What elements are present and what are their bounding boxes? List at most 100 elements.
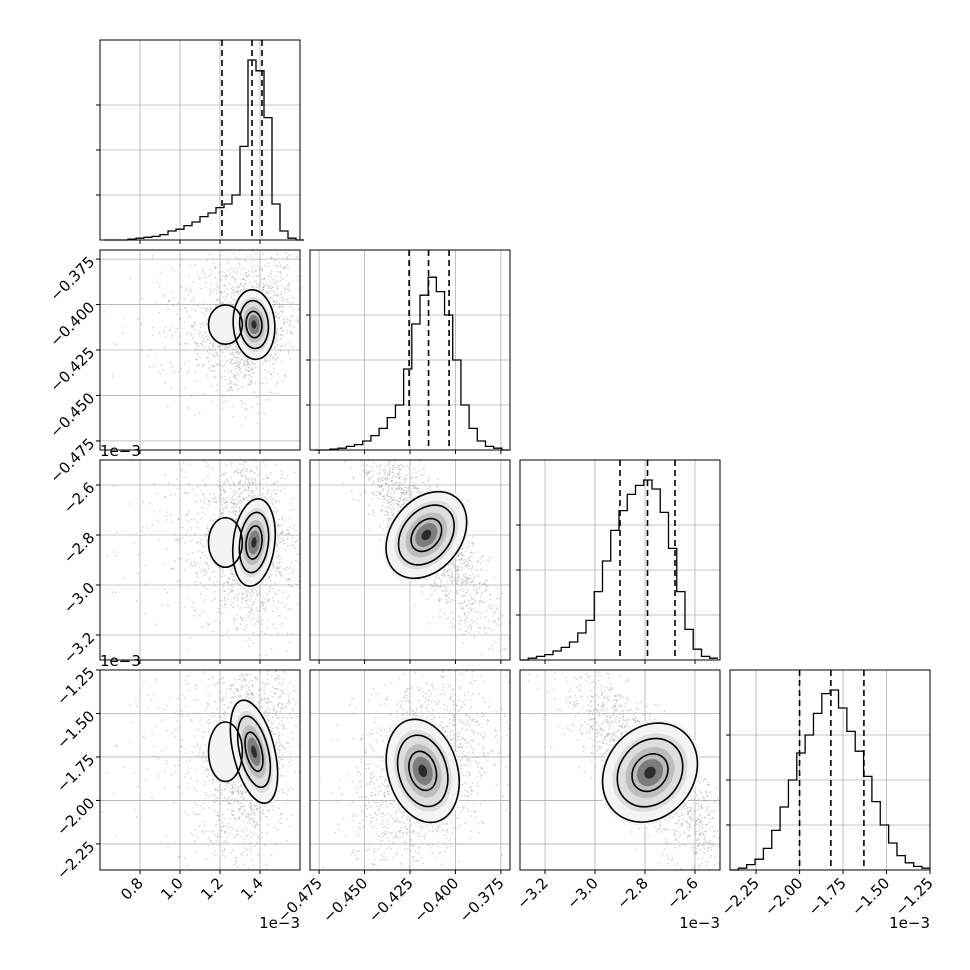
sample-point [266,477,269,479]
sample-point [206,356,209,359]
sample-point [245,606,247,609]
sample-point [282,321,285,324]
sample-point [203,273,206,276]
sample-point [432,585,434,588]
sample-point [205,464,208,467]
sample-point [216,283,218,286]
sample-point [234,470,236,473]
sample-point [255,488,258,490]
sample-point [386,483,389,486]
sample-point [243,359,246,362]
sample-point [237,599,239,602]
sample-point [469,593,471,595]
sample-point [227,582,230,585]
sample-point [277,270,280,273]
sample-point [176,327,179,330]
sample-point [273,257,275,260]
sample-point [373,461,375,464]
sample-point [471,598,473,601]
sample-point [249,606,252,609]
sample-point [243,364,246,367]
sample-point [220,493,223,496]
sample-point [422,474,425,476]
sample-point [277,339,279,342]
sample-point [242,278,245,281]
sample-point [469,559,472,562]
sample-point [239,487,242,490]
sample-point [252,617,255,620]
sample-point [426,597,429,600]
sample-point [285,374,287,377]
sample-point [297,321,299,324]
sample-point [279,743,282,746]
sample-point [279,327,282,329]
sample-point [207,500,210,502]
sample-point [384,478,386,480]
sample-point [209,348,211,350]
sample-point [283,321,286,324]
sample-point [197,345,200,348]
sample-point [174,770,177,773]
sample-point [233,621,235,624]
sample-point [188,510,191,513]
sample-point [381,457,383,459]
sample-point [382,495,385,497]
sample-point [455,589,458,592]
sample-point [200,539,202,542]
sample-point [281,622,283,625]
sample-point [269,359,271,362]
sample-point [398,473,400,476]
sample-point [387,514,390,516]
sample-point [158,311,161,314]
sample-point [223,375,226,378]
sample-point [397,465,400,468]
sample-point [376,490,378,493]
sample-point [219,360,222,362]
sample-point [380,477,383,480]
sample-point [383,477,386,480]
sample-point [245,591,248,593]
sample-point [194,342,197,344]
sample-point [194,328,197,331]
sample-point [140,349,143,352]
sample-point [210,349,213,351]
sample-point [289,509,291,512]
sample-point [288,284,290,286]
sample-point [401,492,404,494]
sample-point [400,487,403,490]
sample-point [212,584,215,587]
sample-point [205,793,208,796]
sample-point [474,609,476,612]
sample-point [291,315,294,317]
sample-point [457,555,460,557]
sample-point [262,286,265,289]
sample-point [460,558,463,560]
sample-point [370,465,373,468]
sample-point [263,412,266,415]
sample-point [452,625,455,628]
sample-point [458,589,461,592]
sample-point [230,464,232,467]
sample-point [267,598,270,600]
sample-point [386,500,388,502]
sample-point [206,533,208,536]
sample-point [279,327,282,330]
sample-point [181,526,184,529]
sample-point [140,323,142,326]
sample-point [373,493,375,496]
sample-point [381,509,384,512]
sample-point [188,274,191,277]
sample-point [388,519,391,521]
sample-point [246,623,248,626]
sample-point [287,608,290,610]
sample-point [195,584,198,586]
sample-point [216,289,219,292]
sample-point [384,497,387,500]
sample-point [190,527,192,529]
sample-point [200,342,203,345]
sample-point [289,306,292,309]
sample-point [485,631,487,634]
sample-point [237,374,240,376]
sample-point [212,365,215,368]
sample-point [262,604,264,606]
